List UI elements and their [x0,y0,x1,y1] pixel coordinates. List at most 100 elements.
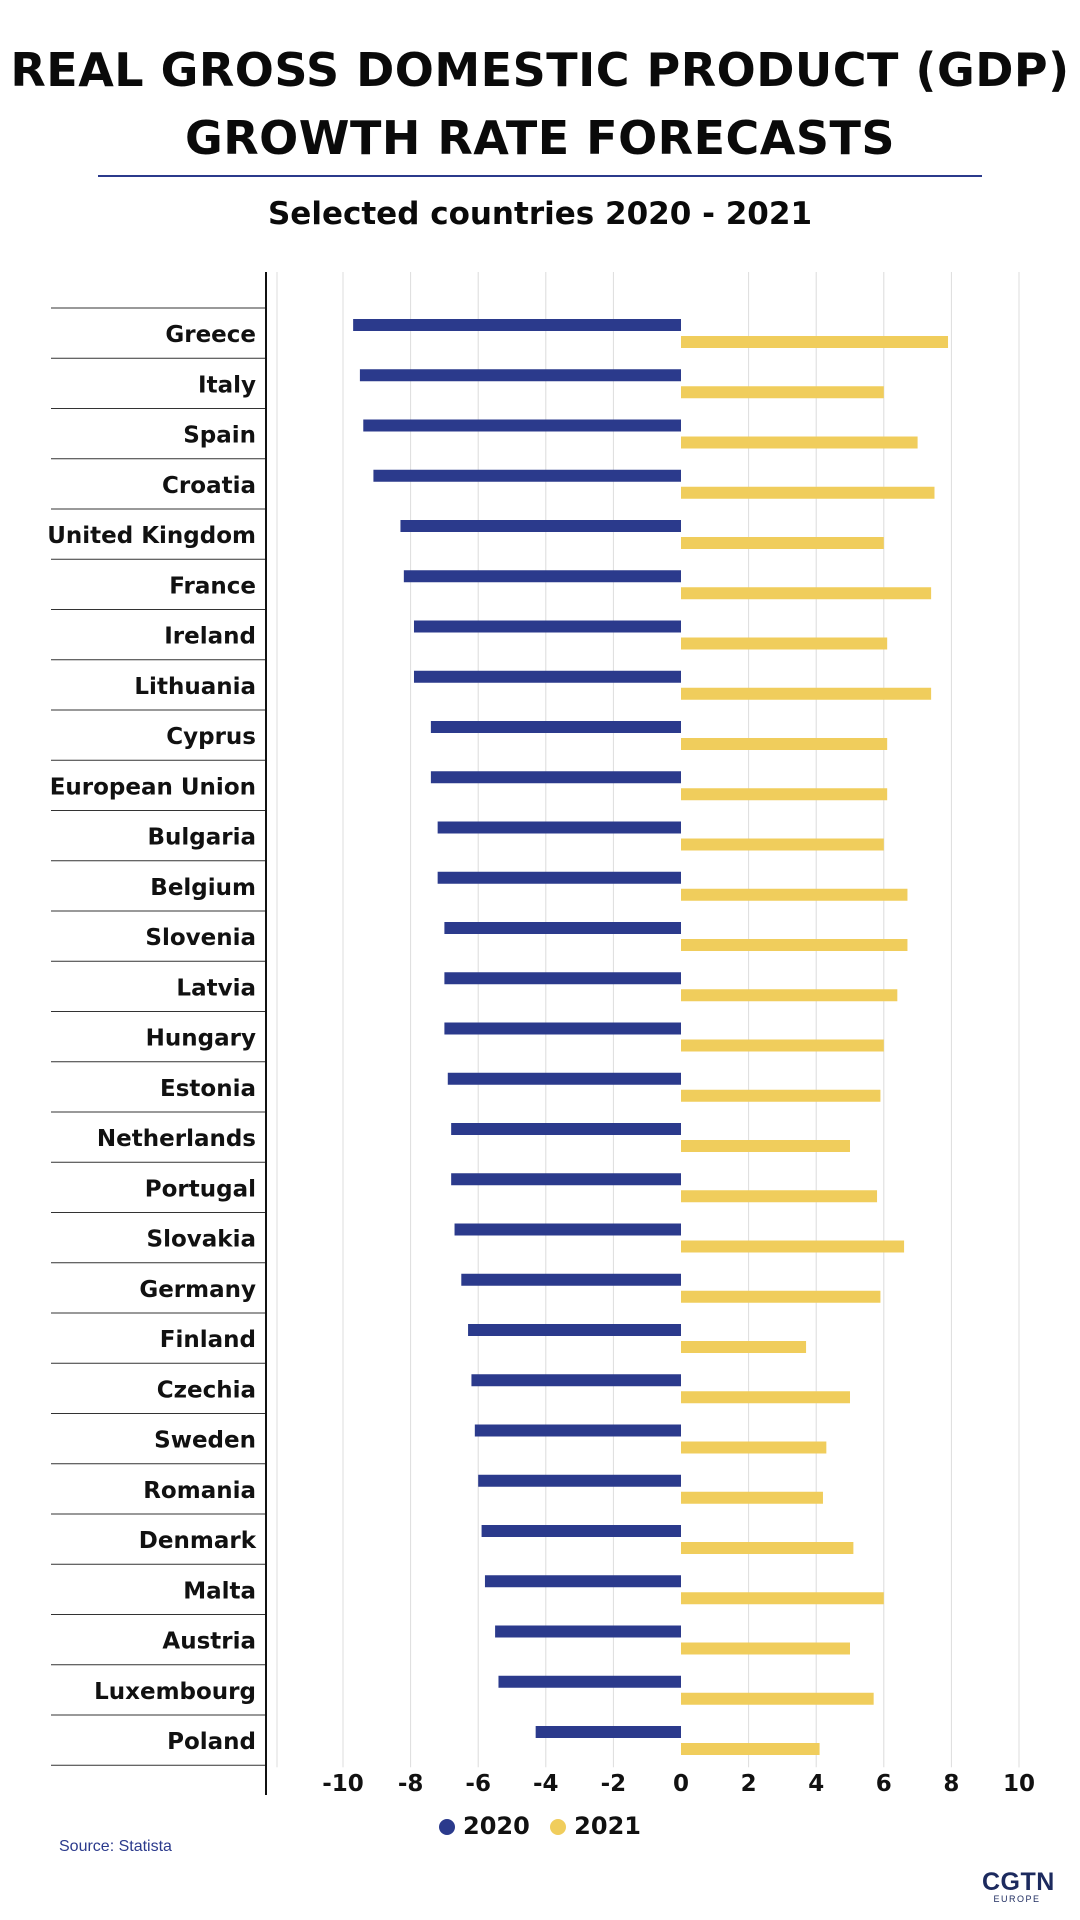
bar-2020-austria [495,1625,681,1638]
category-label: Bulgaria [147,825,256,851]
category-label: Luxembourg [94,1679,256,1705]
legend-item-2020: 2020 [439,1812,530,1840]
bar-2020-spain [363,419,681,432]
category-label: Sweden [154,1428,256,1454]
bar-2021-poland [681,1743,820,1755]
bar-2021-malta [681,1592,884,1605]
bar-2020-hungary [444,1022,681,1035]
x-tick-label: 2 [741,1771,757,1797]
x-tick-label: -10 [322,1771,364,1797]
x-tick-label: -2 [601,1771,627,1797]
bar-2021-spain [681,436,918,449]
category-label: Cyprus [166,724,256,750]
bar-2021-greece [681,336,949,348]
category-label: Slovakia [147,1227,256,1253]
category-label: Austria [162,1629,256,1655]
category-label: Romania [143,1478,256,1504]
bar-2020-portugal [451,1173,681,1186]
bar-2021-portugal [681,1190,878,1203]
category-label: Portugal [145,1176,256,1202]
bar-2020-united-kingdom [400,520,681,532]
bar-2021-united-kingdom [681,537,884,549]
x-tick-label: 0 [673,1771,689,1797]
bar-2021-italy [681,386,884,399]
category-label: Netherlands [97,1126,256,1152]
legend-dot-2020-icon [439,1819,456,1835]
bar-2021-france [681,587,932,600]
bar-2020-cyprus [430,721,681,733]
category-label: Finland [160,1327,256,1353]
title-line-1: REAL GROSS DOMESTIC PRODUCT (GDP) [10,43,1070,97]
bar-2020-netherlands [451,1123,681,1135]
x-tick-label: -4 [533,1771,559,1797]
category-label: Greece [165,322,256,348]
bar-2021-luxembourg [681,1692,874,1705]
bar-2020-france [403,570,681,583]
x-tick-label: -8 [398,1771,424,1797]
bar-2021-european-union [681,788,888,801]
bar-2020-belgium [437,871,681,884]
category-label: France [169,573,256,599]
legend-label-2020: 2020 [463,1812,530,1840]
legend-dot-2021-icon [550,1819,567,1835]
x-tick-label: -6 [465,1771,491,1797]
bar-2020-italy [359,369,681,382]
bar-2020-greece [353,319,681,331]
bar-2021-bulgaria [681,838,884,851]
category-label: Belgium [150,875,256,901]
bar-2020-lithuania [413,670,681,683]
bar-2021-netherlands [681,1140,850,1152]
category-label: Czechia [157,1377,256,1403]
bar-2020-slovenia [444,922,681,934]
bar-2021-romania [681,1491,823,1504]
bar-2021-denmark [681,1542,854,1554]
bar-2020-sweden [474,1424,681,1437]
bar-2021-slovakia [681,1240,905,1253]
bar-2020-ireland [413,620,681,633]
category-label: Ireland [164,624,256,650]
chart-legend: 2020 2021 [0,1812,1080,1840]
bar-2021-germany [681,1290,881,1303]
source-note: Source: Statista [59,1838,172,1855]
bar-2020-estonia [447,1072,681,1085]
x-tick-label: 8 [943,1771,959,1797]
category-label: Slovenia [145,925,256,951]
legend-label-2021: 2021 [574,1812,641,1840]
category-label: Malta [183,1578,256,1604]
bar-2020-czechia [471,1374,681,1387]
legend-item-2021: 2021 [550,1812,641,1840]
bar-2020-european-union [430,771,681,784]
bar-2020-romania [478,1474,681,1487]
category-label: European Union [50,774,256,800]
bar-2021-slovenia [681,939,908,951]
category-label: Germany [139,1277,256,1303]
x-tick-label: 6 [876,1771,892,1797]
category-label: Latvia [176,975,256,1001]
bar-2020-poland [535,1726,681,1738]
bar-2021-latvia [681,989,898,1002]
logo-subtext: EUROPE [993,1894,1041,1904]
bar-2020-malta [484,1575,681,1588]
logo-text: CGTN [982,1868,1055,1896]
bar-2020-bulgaria [437,821,681,834]
bar-2021-czechia [681,1391,850,1404]
bar-2020-croatia [373,469,681,482]
bar-2020-luxembourg [498,1675,681,1688]
bar-2020-denmark [481,1525,681,1537]
page-title: REAL GROSS DOMESTIC PRODUCT (GDP) GROWTH… [0,36,1080,172]
category-label: Denmark [139,1528,257,1554]
x-tick-label: 10 [1003,1771,1035,1797]
bar-2021-austria [681,1642,850,1655]
category-label: Spain [183,423,256,449]
bar-2021-finland [681,1341,807,1353]
bar-2021-lithuania [681,687,932,700]
bar-2021-cyprus [681,738,888,750]
bar-2021-hungary [681,1039,884,1052]
bar-2020-latvia [444,972,681,985]
title-line-2: GROWTH RATE FORECASTS [184,111,896,165]
category-label: Hungary [146,1026,256,1052]
category-label: Poland [167,1729,256,1755]
bar-2020-germany [461,1273,681,1286]
title-divider [98,175,982,177]
